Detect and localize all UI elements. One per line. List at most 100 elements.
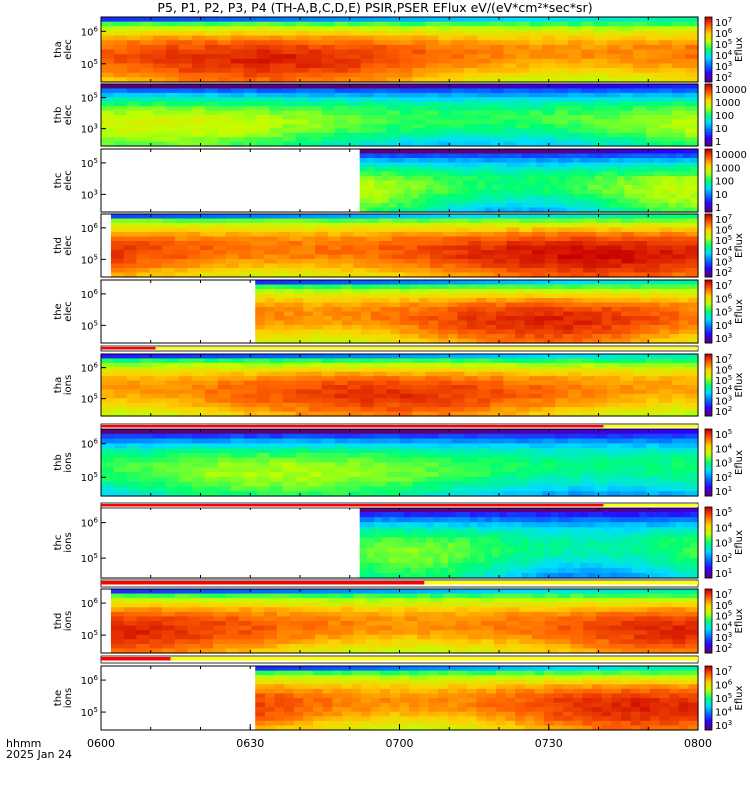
spectrogram-cell [678,302,689,308]
spectrogram-cell [302,227,316,233]
spectrogram-cell [113,123,128,129]
spectrogram-cell [558,149,567,155]
spectrogram-cell [101,362,115,368]
colorbar-segment [705,331,712,335]
spectrogram-cell [490,30,504,37]
spectrogram-cell [386,389,401,395]
spectrogram-cell [315,218,329,224]
spectrogram-cell [204,429,219,435]
colorbar-segment [705,229,712,232]
spectrogram-cell [230,457,245,464]
spectrogram-cell [594,402,608,408]
spectrogram-cell [269,92,284,98]
spectrogram-cell [477,110,491,116]
spectrogram-cell [457,307,468,313]
spectrogram-cell [685,367,699,373]
spectrogram-cell [293,289,304,295]
spectrogram-cell [602,207,611,213]
spectrogram-cell [217,115,232,121]
spectrogram-cell [321,452,336,459]
spectrogram-cell [425,203,434,209]
spectrogram-cell [592,280,603,286]
spectrogram-cell [238,250,252,256]
spectrogram-cell [321,49,336,55]
spectrogram-cell [528,176,537,182]
spectrogram-cell [360,354,375,360]
spectrogram-cell [191,92,206,98]
spectrogram-cell [340,218,355,224]
spectrogram-cell [542,132,556,138]
spectrogram-cell [683,171,692,177]
spectrogram-cell [321,354,336,360]
spectrogram-cell [438,44,453,51]
spectrogram-cell [430,232,444,238]
spectrogram-cell [506,223,520,229]
spectrogram-cell [659,325,670,331]
spectrogram-cell [481,218,495,224]
spectrogram-cell [653,194,662,200]
colorbar-segment [705,389,712,392]
spectrogram-cell [425,457,440,464]
spectrogram-cell [609,162,618,168]
spectrogram-cell [646,411,660,417]
spectrogram-cell [563,298,574,304]
spectrogram-cell [353,232,367,238]
spectrogram-cell [256,443,271,449]
spectrogram-cell [592,298,603,304]
spectrogram-cell [152,448,167,454]
spectrogram-cell [516,30,530,37]
spectrogram-cell [568,106,582,112]
spectrogram-cell [621,218,635,224]
spectrogram-cell [568,26,582,32]
spectrogram-cell [659,254,674,260]
spectrogram-cell [543,316,555,322]
spectrogram-cell [503,472,517,478]
spectrogram-cell [243,389,258,395]
spectrogram-cell [191,63,206,69]
spectrogram-cell [515,338,526,344]
spectrogram-cell [505,284,516,290]
spectrogram-cell [370,280,381,286]
spectrogram-cell [611,311,622,317]
spectrogram-cell [646,180,655,186]
spectrogram-cell [490,448,504,454]
spectrogram-cell [321,476,336,483]
colorbar-segment [705,232,712,235]
spectrogram-cell [351,334,362,340]
spectrogram-cell [464,137,478,143]
spectrogram-cell [519,223,533,229]
spectrogram-cell [165,491,180,497]
spectrogram-cell [514,194,523,200]
spectrogram-cell [255,316,266,322]
spectrogram-cell [430,250,444,256]
spectrogram-cell [303,334,314,340]
spectrogram-cell [669,307,680,313]
spectrogram-cell [360,457,375,464]
spectrogram-cell [516,380,530,386]
spectrogram-cell [308,481,323,488]
spectrogram-cell [633,119,647,125]
spectrogram-cell [428,320,439,326]
spectrogram-cell [113,467,128,473]
spectrogram-cell [204,462,219,468]
spectrogram-cell [594,467,608,473]
spectrogram-cell [269,411,284,417]
spectrogram-cell [555,362,569,368]
spectrogram-cell [347,472,362,478]
spectrogram-cell [321,371,336,377]
spectrogram-cell [334,88,349,94]
spectrogram-cell [464,123,478,129]
colorbar-segment [705,196,712,199]
spectrogram-cell [594,380,608,386]
spectrogram-cell [570,268,584,274]
colorbar-segment [705,161,712,164]
colorbar-segment [705,363,712,366]
spectrogram-cell [668,207,677,213]
spectrogram-cell [464,101,478,107]
spectrogram-cell [243,362,258,368]
colorbar-segment [705,253,712,256]
spectrogram-cell [230,21,245,27]
spectrogram-cell [347,385,362,391]
spectrogram-cell [529,49,543,55]
spectrogram-cell [646,452,660,459]
